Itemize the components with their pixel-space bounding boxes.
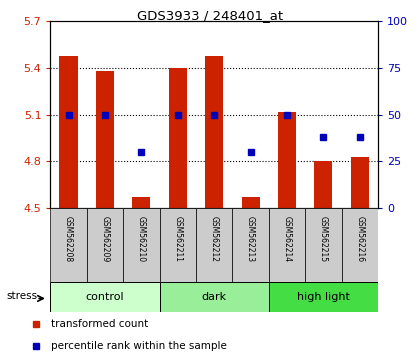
- Bar: [269, 208, 305, 282]
- Text: GSM562210: GSM562210: [137, 216, 146, 262]
- Bar: [269, 282, 378, 312]
- Bar: [123, 208, 160, 282]
- Text: percentile rank within the sample: percentile rank within the sample: [51, 341, 227, 350]
- Bar: [305, 208, 341, 282]
- Bar: [50, 208, 87, 282]
- Text: GSM562216: GSM562216: [355, 216, 364, 262]
- Bar: [132, 197, 150, 208]
- Bar: [169, 68, 187, 208]
- Text: GSM562212: GSM562212: [210, 216, 219, 262]
- Bar: [50, 282, 160, 312]
- Bar: [87, 208, 123, 282]
- Bar: [160, 282, 269, 312]
- Text: GSM562211: GSM562211: [173, 216, 182, 262]
- Text: high light: high light: [297, 292, 350, 302]
- Bar: [205, 56, 223, 208]
- Bar: [232, 208, 269, 282]
- Bar: [351, 157, 369, 208]
- Bar: [96, 71, 114, 208]
- Text: GSM562208: GSM562208: [64, 216, 73, 262]
- Bar: [60, 56, 78, 208]
- Text: GSM562214: GSM562214: [283, 216, 291, 262]
- Bar: [160, 208, 196, 282]
- Text: control: control: [86, 292, 124, 302]
- Bar: [278, 112, 296, 208]
- Text: GSM562209: GSM562209: [100, 216, 110, 262]
- Bar: [196, 208, 232, 282]
- Text: transformed count: transformed count: [51, 319, 149, 329]
- Text: GDS3933 / 248401_at: GDS3933 / 248401_at: [137, 9, 283, 22]
- Bar: [341, 208, 378, 282]
- Bar: [314, 161, 333, 208]
- Text: GSM562213: GSM562213: [246, 216, 255, 262]
- Text: GSM562215: GSM562215: [319, 216, 328, 262]
- Text: stress: stress: [6, 291, 37, 301]
- Text: dark: dark: [202, 292, 227, 302]
- Bar: [241, 197, 260, 208]
